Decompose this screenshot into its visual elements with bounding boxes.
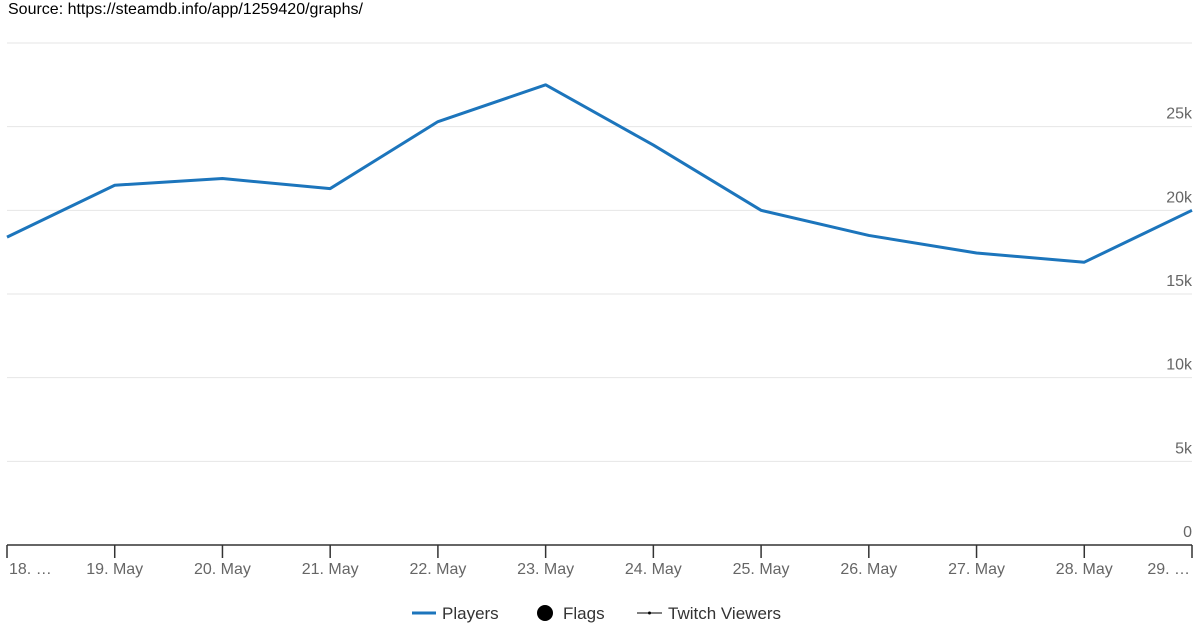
y-tick-label: 10k	[1166, 357, 1193, 374]
legend-label: Players	[442, 604, 499, 623]
legend-label: Flags	[563, 604, 605, 623]
x-tick-label: 29. …	[1147, 561, 1190, 578]
x-tick-label: 19. May	[86, 561, 143, 578]
legend-label: Twitch Viewers	[668, 604, 781, 623]
x-tick-label: 18. …	[9, 561, 52, 578]
y-tick-label: 20k	[1166, 189, 1193, 206]
x-tick-label: 28. May	[1056, 561, 1113, 578]
x-tick-label: 23. May	[517, 561, 574, 578]
legend-swatch-dot	[648, 611, 651, 615]
x-tick-label: 27. May	[948, 561, 1005, 578]
series-line	[6, 83, 1193, 264]
source: Source: https://steamdb.info/app/1259420…	[8, 1, 363, 18]
x-tick-label: 24. May	[625, 561, 682, 578]
x-tick-label: 26. May	[840, 561, 897, 578]
y-tick-label: 15k	[1166, 273, 1193, 290]
x-tick-label: 25. May	[733, 561, 790, 578]
x-tick-label: 21. May	[302, 561, 359, 578]
legend-swatch	[537, 605, 553, 621]
y-tick-label: 0	[1183, 524, 1192, 541]
y-tick-label: 25k	[1166, 106, 1193, 123]
x-tick-label: 22. May	[409, 561, 466, 578]
y-tick-label: 5k	[1175, 440, 1193, 457]
x-tick-label: 20. May	[194, 561, 251, 578]
